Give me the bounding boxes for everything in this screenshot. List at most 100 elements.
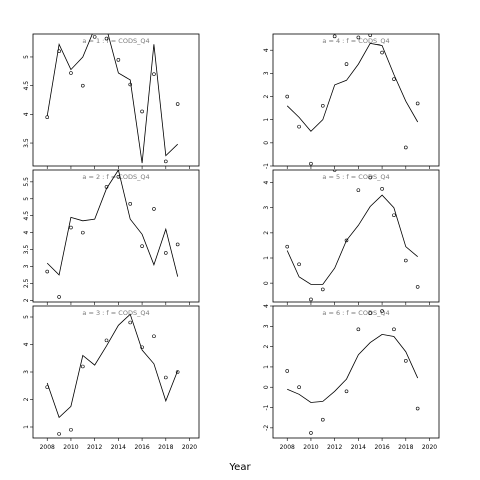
y-tick-label: -2	[263, 425, 270, 431]
x-tick-label: 2016	[374, 444, 389, 451]
y-tick-label: 0	[263, 385, 270, 389]
data-point	[309, 431, 313, 435]
data-point	[57, 432, 61, 436]
data-point	[320, 417, 325, 422]
data-point	[297, 385, 301, 390]
plot-area	[45, 170, 180, 299]
data-point	[344, 389, 349, 394]
plot-area	[45, 34, 180, 164]
plot-area	[285, 34, 420, 166]
panel-title: a = 6 : f = CODS_Q4	[322, 309, 389, 317]
y-tick-label: 2	[263, 94, 270, 98]
panel-1: a = 1 : f = CODS_Q4 3.5 4 4.5 5	[23, 33, 200, 169]
panel-title: a = 2 : f = CODS_Q4	[82, 173, 149, 181]
data-point	[380, 50, 384, 55]
data-point	[128, 82, 133, 87]
panel-2: a = 4 : f = CODS_Q4 -1 0 1 2 3 4	[263, 33, 440, 169]
panel-frame	[32, 305, 200, 439]
data-point	[285, 369, 290, 373]
data-point	[92, 35, 97, 39]
data-point	[368, 311, 373, 315]
panel-6: a = 6 : f = CODS_Q4 -2 -1 0 1 2 3 4 2008 2010 2012…	[263, 304, 440, 451]
data-point	[175, 102, 180, 106]
data-point	[140, 109, 144, 114]
data-point	[368, 34, 373, 37]
y-tick-label: 1	[263, 365, 270, 369]
x-tick-label: 2020	[422, 444, 437, 451]
panel-title: a = 4 : f = CODS_Q4	[322, 37, 389, 45]
data-point	[356, 327, 361, 332]
panel-frame	[272, 33, 440, 167]
data-point	[392, 213, 396, 218]
panel-title: a = 1 : f = CODS_Q4	[82, 37, 149, 45]
y-tick-label: 2	[23, 397, 30, 401]
data-point	[344, 238, 349, 243]
y-tick-label: 4	[263, 48, 270, 52]
y-tick-label: 2	[263, 345, 270, 349]
data-point	[380, 309, 384, 313]
y-tick-label: 2	[23, 298, 30, 302]
panel-5: a = 3 : f = CODS_Q4 1 2 3 4 5 2008 2010 2012 2014…	[23, 305, 200, 451]
data-point	[415, 285, 420, 289]
y-tick-label: 1	[23, 425, 30, 429]
data-point	[309, 297, 313, 302]
y-tick-label: 4.5	[23, 81, 30, 91]
y-tick-label: 1	[263, 118, 270, 122]
y-tick-label: 3	[23, 370, 30, 374]
data-point	[152, 72, 156, 76]
data-point	[69, 71, 73, 75]
data-point	[356, 35, 361, 40]
panel-title: a = 3 : f = CODS_Q4	[82, 309, 149, 317]
data-point	[45, 269, 50, 274]
data-point	[415, 406, 420, 411]
data-point	[104, 185, 109, 189]
panel-frame	[32, 33, 200, 167]
data-point	[116, 58, 121, 62]
y-tick-label: 4	[23, 231, 30, 235]
y-tick-label: -1	[263, 163, 270, 169]
x-tick-label: 2010	[303, 444, 318, 451]
data-point	[344, 62, 349, 66]
data-point	[415, 101, 420, 106]
data-point	[152, 207, 156, 211]
data-point	[69, 225, 73, 230]
panel-frame	[272, 305, 440, 439]
fitted-line	[46, 170, 179, 277]
y-tick-label: 2.5	[23, 278, 30, 288]
data-point	[45, 115, 50, 120]
y-tick-label: 2	[263, 231, 270, 235]
y-tick-label: 3	[263, 71, 270, 75]
data-point	[57, 295, 61, 299]
x-tick-label: 2008	[40, 444, 55, 451]
data-point	[356, 188, 361, 192]
y-tick-label: 5	[23, 315, 30, 319]
data-point	[380, 187, 384, 191]
x-tick-label: 2018	[398, 444, 413, 451]
y-tick-label: 4.5	[23, 211, 30, 221]
data-point	[81, 83, 85, 88]
data-point	[140, 244, 144, 248]
data-point	[164, 159, 168, 164]
data-point	[175, 242, 180, 247]
data-point	[285, 244, 290, 249]
data-point	[164, 251, 168, 255]
data-point	[45, 385, 50, 389]
y-tick-label: 0	[263, 281, 270, 285]
y-tick-label: 3	[263, 324, 270, 328]
data-point	[104, 338, 109, 343]
x-tick-label: 2008	[280, 444, 295, 451]
y-tick-label: 3	[263, 206, 270, 210]
data-point	[81, 364, 85, 369]
plot-area	[285, 309, 420, 435]
data-point	[403, 359, 408, 363]
data-point	[69, 427, 73, 432]
data-point	[152, 334, 156, 339]
y-tick-label: 3.5	[23, 245, 30, 255]
fitted-line	[46, 34, 178, 164]
y-tick-label: 4	[263, 180, 270, 184]
y-tick-label: 5.5	[23, 177, 30, 187]
x-tick-label: 2012	[87, 444, 102, 451]
panel-title: a = 5 : f = CODS_Q4	[322, 173, 389, 181]
data-point	[332, 34, 337, 39]
